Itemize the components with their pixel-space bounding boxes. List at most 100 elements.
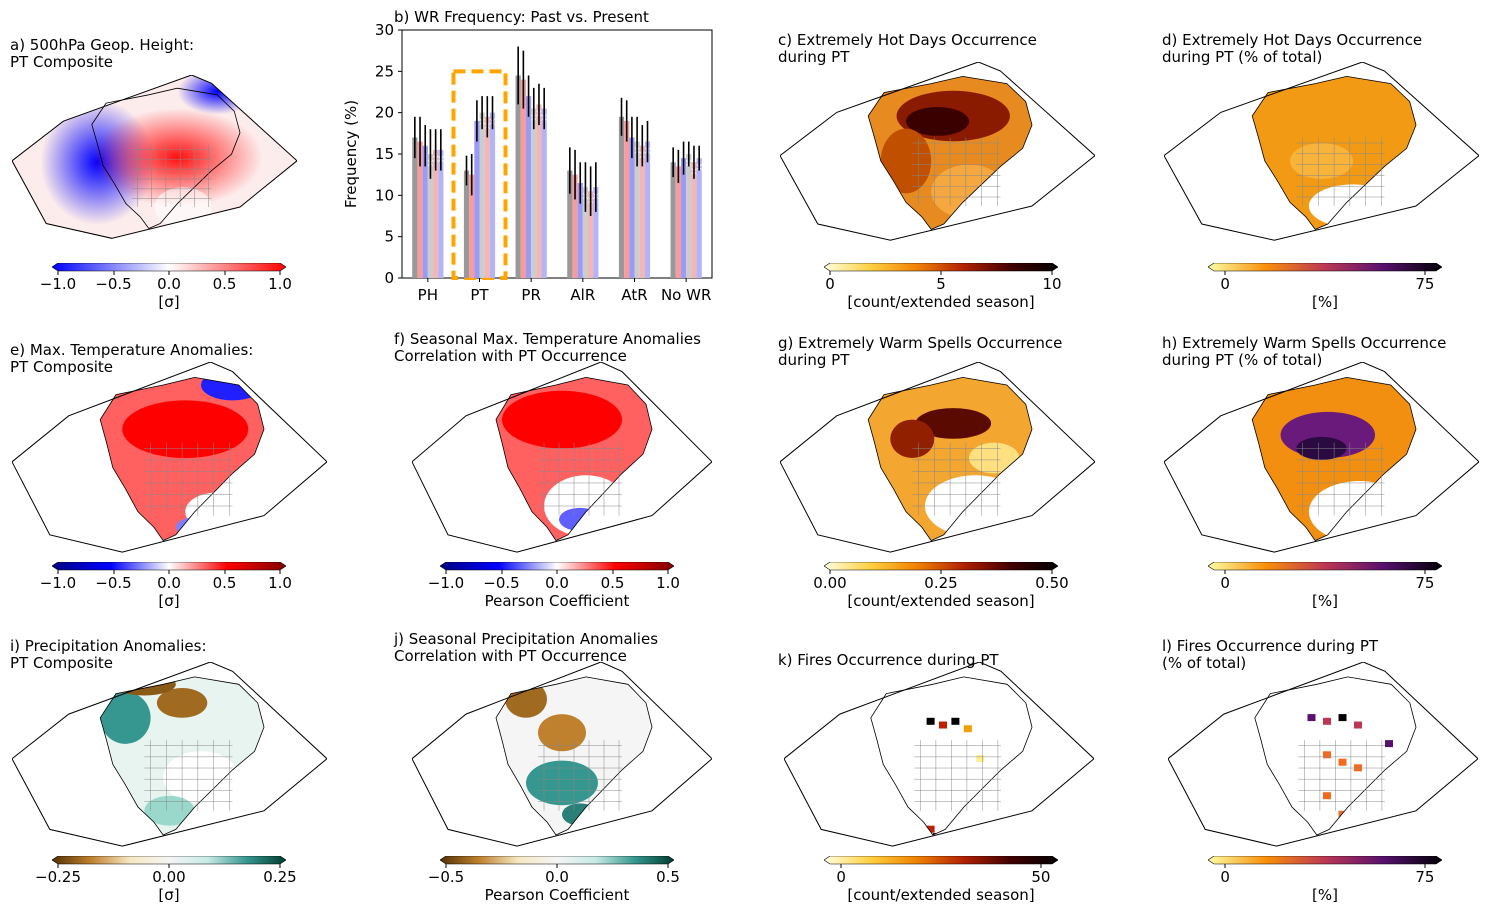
map-f bbox=[412, 362, 712, 553]
y-tick-label: 25 bbox=[375, 62, 394, 80]
colorbar-label-l: [%] bbox=[1312, 886, 1338, 904]
bar bbox=[520, 79, 526, 278]
colorbar-tick-i: 0.25 bbox=[263, 868, 297, 886]
y-tick-label: 20 bbox=[375, 104, 394, 122]
colorbar-tick-f: −0.5 bbox=[483, 574, 520, 592]
colorbar-tick-mark-h bbox=[1224, 570, 1226, 574]
colorbar-tick-mark-c bbox=[1051, 271, 1053, 275]
colorbar-label-j: Pearson Coefficient bbox=[484, 886, 630, 904]
colorbar-label-i: [σ] bbox=[158, 886, 180, 904]
colorbar-tick-f: 1.0 bbox=[656, 574, 680, 592]
x-tick-label: No WR bbox=[661, 286, 711, 304]
map-i bbox=[12, 662, 327, 847]
colorbar-tick-c: 5 bbox=[936, 275, 946, 293]
colorbar-tick-c: 10 bbox=[1042, 275, 1062, 293]
colorbar-tick-f: 0.5 bbox=[600, 574, 625, 592]
colorbar-tick-mark-i bbox=[279, 864, 281, 868]
bar bbox=[474, 120, 480, 278]
bar bbox=[582, 187, 589, 278]
colorbar-tick-g: 0.25 bbox=[924, 574, 958, 592]
bar bbox=[417, 141, 423, 278]
y-tick-label: 5 bbox=[384, 228, 394, 246]
map-d bbox=[1164, 62, 1479, 241]
y-axis-label: Frequency (%) bbox=[342, 100, 360, 208]
panel-k: k) Fires Occurrence during PT 0 50 [count/e… bbox=[768, 618, 1108, 921]
colorbar-tick-e: −0.5 bbox=[95, 574, 132, 592]
colorbar-tick-mark-g bbox=[940, 570, 942, 574]
bar bbox=[675, 166, 681, 278]
colorbar-tick-mark-e bbox=[168, 570, 170, 574]
panel-g: g) Extremely Warm Spells Occurrence duri… bbox=[768, 318, 1108, 618]
y-tick-label: 30 bbox=[375, 21, 394, 39]
bar bbox=[412, 137, 418, 278]
bar bbox=[438, 149, 444, 278]
panel-title-d: d) Extremely Hot Days Occurrence during … bbox=[1162, 31, 1423, 66]
colorbar-tick-e: 1.0 bbox=[268, 574, 292, 592]
bar bbox=[463, 170, 470, 278]
colorbar-tick-mark-a bbox=[168, 271, 170, 275]
colorbar-tick-f: −1.0 bbox=[427, 574, 465, 592]
colorbar-tick-k: 0 bbox=[836, 868, 846, 886]
x-tick-label: PR bbox=[521, 286, 540, 304]
bar bbox=[484, 116, 490, 278]
colorbar-tick-j: 0.5 bbox=[656, 868, 680, 886]
panel-title-f: f) Seasonal Max. Temperature Anomalies C… bbox=[394, 330, 701, 365]
bar bbox=[588, 191, 594, 278]
colorbar-tick-k: 50 bbox=[1031, 868, 1051, 886]
panel-j: j) Seasonal Precipitation Anomalies Corr… bbox=[384, 618, 744, 921]
panel-i: i) Precipitation Anomalies: PT Composite… bbox=[0, 618, 340, 921]
colorbar-tick-mark-c bbox=[940, 271, 942, 275]
colorbar-tick-mark-f bbox=[667, 570, 669, 574]
colorbar-label-d: [%] bbox=[1312, 293, 1338, 311]
colorbar-label-e: [σ] bbox=[158, 592, 180, 610]
colorbar-tick-mark-a bbox=[279, 271, 281, 275]
bar bbox=[525, 96, 532, 278]
panel-h: h) Extremely Warm Spells Occurrence duri… bbox=[1152, 318, 1489, 618]
panel-title-a: a) 500hPa Geop. Height: PT Composite bbox=[10, 36, 195, 71]
bar bbox=[531, 108, 537, 279]
colorbar-tick-mark-k bbox=[1040, 864, 1042, 868]
map-g bbox=[780, 362, 1095, 553]
panel-title-l: l) Fires Occurrence during PT (% of tota… bbox=[1162, 637, 1379, 672]
bar bbox=[618, 116, 625, 278]
panel-l: l) Fires Occurrence during PT (% of tota… bbox=[1152, 618, 1489, 921]
panel-title-c: c) Extremely Hot Days Occurrence during … bbox=[778, 31, 1037, 66]
colorbar-tick-mark-f bbox=[445, 570, 447, 574]
colorbar-tick-mark-a bbox=[57, 271, 59, 275]
colorbar-tick-mark-d bbox=[1224, 271, 1226, 275]
colorbar-tick-j: −0.5 bbox=[427, 868, 465, 886]
colorbar-tick-mark-e bbox=[57, 570, 59, 574]
colorbar-tick-i: 0.00 bbox=[152, 868, 186, 886]
bar bbox=[624, 120, 630, 278]
colorbar-label-a: [σ] bbox=[158, 293, 180, 311]
colorbar-tick-g: 0.00 bbox=[813, 574, 847, 592]
bar bbox=[691, 162, 697, 278]
colorbar-d bbox=[1208, 263, 1442, 272]
bar bbox=[670, 162, 676, 278]
colorbar-label-k: [count/extended season] bbox=[847, 886, 1035, 904]
bar bbox=[515, 75, 521, 278]
bar bbox=[536, 104, 542, 279]
bar bbox=[572, 174, 578, 278]
colorbar-tick-j: 0.0 bbox=[545, 868, 569, 886]
colorbar-tick-a: −1.0 bbox=[39, 275, 77, 293]
panel-title-k: k) Fires Occurrence during PT bbox=[778, 651, 999, 669]
colorbar-k bbox=[824, 856, 1058, 865]
colorbar-tick-mark-i bbox=[57, 864, 59, 868]
colorbar-label-f: Pearson Coefficient bbox=[484, 592, 630, 610]
map-c bbox=[780, 62, 1095, 241]
x-tick-label: PT bbox=[470, 286, 489, 304]
panel-b-bar-chart: b) WR Frequency: Past vs. Present 0 5 10 15… bbox=[330, 0, 730, 310]
colorbar-tick-a: 0.5 bbox=[212, 275, 237, 293]
y-tick-label: 10 bbox=[375, 186, 394, 204]
bar bbox=[634, 141, 640, 278]
colorbar-tick-e: −1.0 bbox=[39, 574, 77, 592]
colorbar-tick-a: −0.5 bbox=[95, 275, 132, 293]
colorbar-tick-d: 0 bbox=[1220, 275, 1230, 293]
bar bbox=[696, 158, 702, 278]
panel-title-g: g) Extremely Warm Spells Occurrence duri… bbox=[778, 334, 1063, 369]
map-e bbox=[12, 362, 327, 553]
colorbar-tick-mark-i bbox=[168, 864, 170, 868]
colorbar-tick-mark-f bbox=[501, 570, 502, 574]
bar bbox=[479, 112, 485, 279]
